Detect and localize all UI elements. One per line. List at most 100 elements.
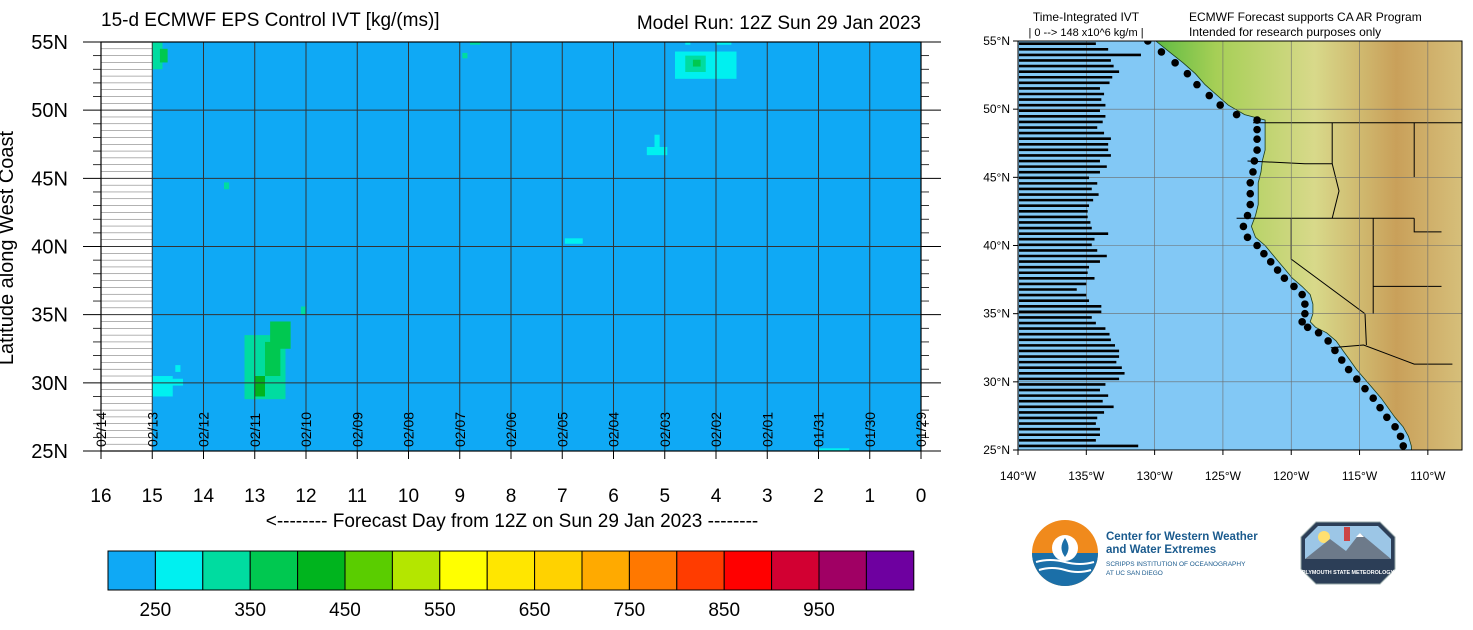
date-label: 02/02 [708,412,724,447]
x-axis-title: <-------- Forecast Day from 12Z on Sun 2… [266,511,759,532]
colorbar-box [202,550,251,591]
map-lat-label: 55°N [983,34,1010,48]
ivt-feature [692,59,701,67]
chart-title: 15-d ECMWF EPS Control IVT [kg/(ms)] [101,10,440,31]
colorbar-label: 450 [329,600,361,621]
cw3e-logo: Center for Western Weather and Water Ext… [1032,520,1258,586]
date-label: 01/31 [811,412,827,447]
ivt-feature [175,365,181,372]
coast-point [1301,309,1309,318]
map-lat-label: 50°N [983,102,1010,116]
colorbar-label: 950 [803,600,835,621]
coast-point [1250,157,1259,165]
coast-point [1157,48,1166,56]
y-tick-label: 45N [31,168,68,190]
coast-point [1143,41,1152,45]
coast-point [1301,300,1309,308]
map-lon-labels: 140°W 135°W 130°W 125°W 120°W 115°W 110°W [1000,450,1446,483]
cw3e-affiliation-1: SCRIPPS INSTITUTION OF OCEANOGRAPHY [1106,561,1246,568]
y-tick-label: 40N [31,237,68,259]
x-tick-label: 4 [711,486,722,507]
x-tick-label: 10 [398,486,419,507]
ivt-feature [270,321,291,349]
west-coast-map: Time-Integrated IVT | 0 --> 148 x10^6 kg… [983,10,1463,483]
ivt-feature [224,182,230,190]
date-label: 01/30 [862,412,878,447]
map-lat-label: 30°N [983,375,1010,389]
x-tick-label: 2 [813,486,824,507]
x-tick-label: 13 [244,486,265,507]
ivt-feature [564,238,583,244]
coast-point [1193,80,1201,89]
coast-point [1246,200,1255,209]
colorbar-box [154,550,204,591]
x-tick-label: 11 [347,486,367,507]
ivt-feature [685,42,691,45]
ivt-panel-scale: | 0 --> 148 x10^6 kg/m | [1028,27,1143,39]
colorbar-box [581,550,630,591]
ivt-feature [462,52,468,59]
ivt-features [152,42,850,451]
state-border [1413,218,1442,233]
coast-point [1361,384,1369,393]
coast-point [1399,442,1408,450]
x-tick-label: 12 [295,486,316,507]
y-tick-label: 55N [31,32,68,54]
ivt-panel-title: Time-Integrated IVT [1033,10,1140,24]
psu-logo-text: PLYMOUTH STATE METEOROLOGY [1302,570,1395,576]
map-lon-label: 110°W [1410,469,1446,483]
x-tick-label: 5 [659,486,670,507]
coast-point [1298,290,1306,299]
colorbar-box [723,550,773,591]
coast-point [1298,318,1306,326]
y-tick-label: 35N [31,305,68,327]
date-label: 02/04 [606,412,622,447]
coast-point [1290,282,1298,291]
colorbar-box [297,550,346,591]
map-lon-label: 135°W [1068,469,1105,483]
coast-point [1324,337,1332,345]
cw3e-emblem-icon [1032,520,1098,586]
map-lat-label: 40°N [983,239,1010,253]
coast-points [1143,41,1408,450]
cw3e-affiliation-2: AT UC SAN DIEGO [1106,570,1163,577]
coast-point [1253,135,1261,143]
coast-point [1331,346,1339,355]
date-label: 02/13 [144,412,160,447]
colorbar-box [676,550,725,591]
coast-point [1243,233,1252,242]
plymouth-state-meteorology-logo: PLYMOUTH STATE METEOROLOGY [1300,521,1396,585]
forecast-note-2: Intended for research purposes only [1189,25,1381,39]
y-axis-title: Latitude along West Coast [0,130,18,365]
coast-point [1260,249,1268,258]
colorbar-label: 250 [140,600,172,621]
coast-point [1246,178,1255,187]
x-tick-label: 8 [506,486,517,507]
coast-point [1344,365,1353,374]
colorbar-label: 750 [614,600,646,621]
ivt-feature [654,134,660,147]
ivt-feature [300,306,306,315]
colorbar-label: 850 [708,600,740,621]
ivt-bars [1019,42,1141,448]
date-label: 02/12 [196,412,212,447]
coast-point [1369,394,1377,402]
colorbar-labels: 250 350 450 550 650 750 850 950 [140,600,835,621]
colorbar-box [486,550,536,591]
coast-point [1391,423,1399,431]
y-tick-label: 30N [31,373,68,395]
date-label: 02/08 [401,412,417,447]
date-label: 02/06 [503,412,519,447]
coast-point [1266,258,1275,266]
date-label: 02/11 [247,413,263,447]
map-lat-label: 35°N [983,307,1010,321]
colorbar-box [534,550,583,591]
x-tick-label: 16 [90,486,111,507]
map-lat-label: 45°N [983,170,1010,184]
colorbar-box [391,550,441,591]
ivt-feature [162,378,183,386]
map-lon-label: 125°W [1205,469,1242,483]
grid-lines [83,41,941,459]
ivt-feature [470,42,481,45]
coast-point [1273,266,1282,274]
